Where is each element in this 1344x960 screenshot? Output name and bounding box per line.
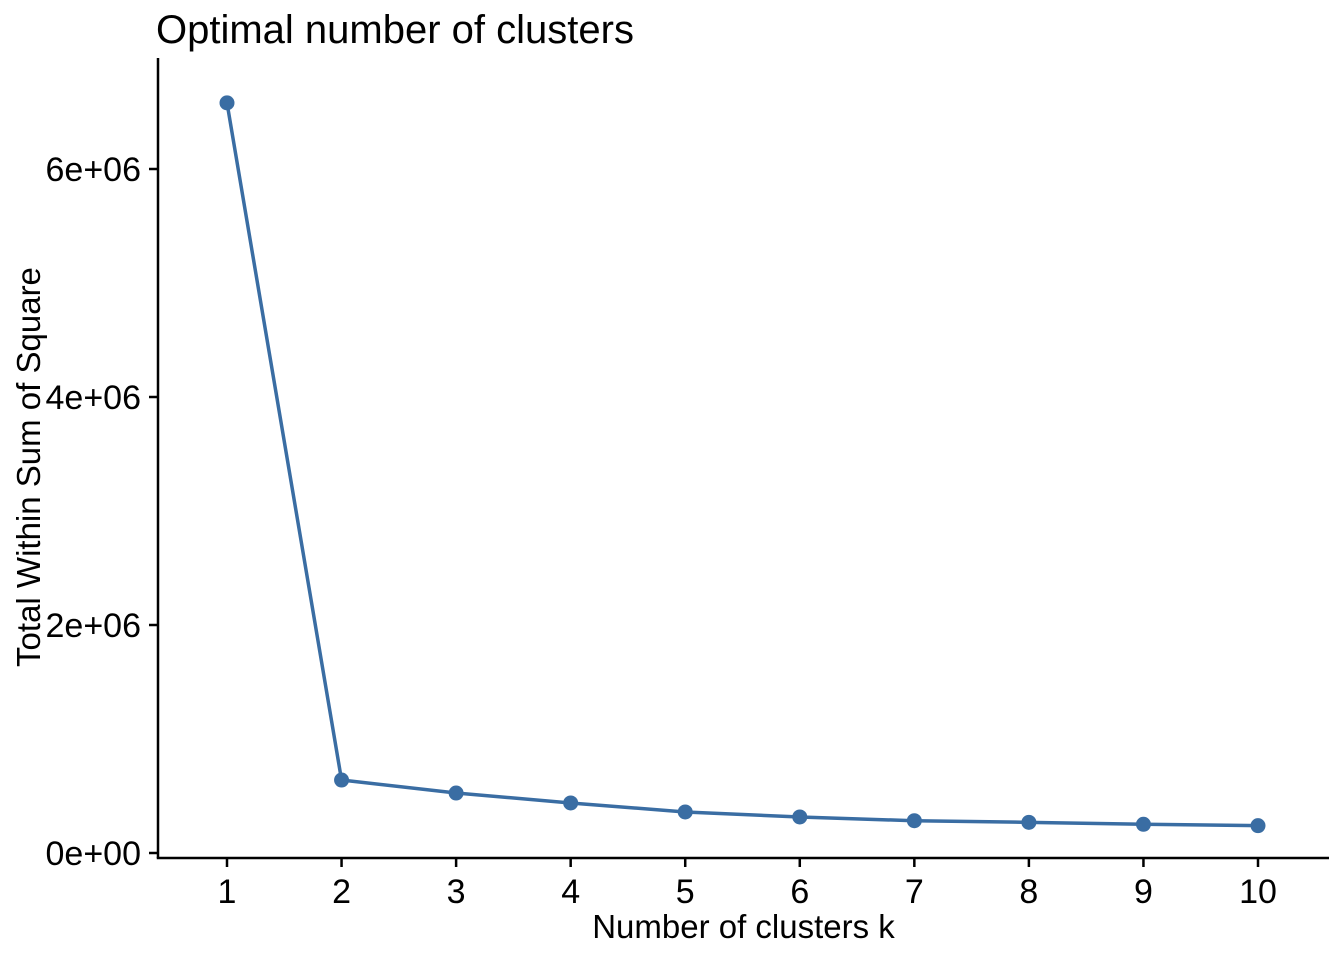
data-point <box>563 795 579 811</box>
data-point <box>792 809 808 825</box>
y-axis-title: Total Within Sum of Square <box>10 267 47 667</box>
data-point <box>219 95 235 111</box>
x-tick-label: 10 <box>1239 873 1277 911</box>
x-tick-label: 1 <box>218 873 237 911</box>
x-tick-label: 2 <box>332 873 351 911</box>
x-tick-label: 9 <box>1134 873 1153 911</box>
y-tick-label: 2e+06 <box>46 607 142 645</box>
x-tick-label: 4 <box>561 873 580 911</box>
series-line <box>225 101 1260 828</box>
x-tick-label: 8 <box>1019 873 1038 911</box>
chart-title: Optimal number of clusters <box>156 8 634 52</box>
data-point <box>1250 818 1266 834</box>
y-tick-label: 6e+06 <box>46 151 142 189</box>
x-tick-label: 3 <box>447 873 466 911</box>
y-tick-label: 0e+00 <box>46 835 142 873</box>
data-point <box>1021 814 1037 830</box>
data-point <box>906 813 922 829</box>
x-tick-label: 5 <box>676 873 695 911</box>
y-tick-label: 4e+06 <box>46 379 142 417</box>
data-point <box>1135 816 1151 832</box>
data-point <box>677 804 693 820</box>
x-tick-label: 7 <box>905 873 924 911</box>
data-point <box>334 772 350 788</box>
x-tick-label: 6 <box>790 873 809 911</box>
x-axis-title: Number of clusters k <box>592 908 895 945</box>
data-point <box>448 785 464 801</box>
